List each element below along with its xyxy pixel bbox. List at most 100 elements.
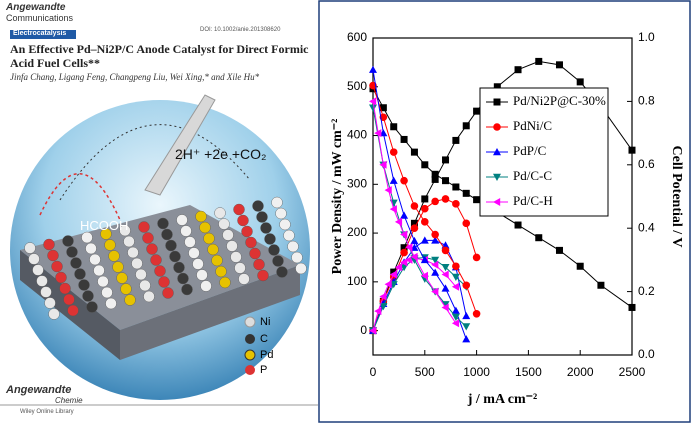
data-point xyxy=(431,236,440,244)
atom xyxy=(219,276,231,289)
atom xyxy=(207,243,219,256)
data-point xyxy=(369,326,377,335)
legend-label: PdNi/C xyxy=(513,118,552,133)
atom xyxy=(55,271,67,284)
data-point xyxy=(384,280,392,289)
data-point xyxy=(514,66,522,74)
atom xyxy=(97,275,109,288)
data-point xyxy=(431,268,440,276)
element-label: Pd xyxy=(260,349,274,361)
atom xyxy=(162,287,174,299)
data-point xyxy=(535,234,543,242)
x-tick-label: 0 xyxy=(370,365,377,379)
atom xyxy=(81,231,93,244)
atom xyxy=(150,254,162,266)
data-point xyxy=(451,273,460,281)
footer-line: Wiley Online Library xyxy=(20,409,74,415)
data-point xyxy=(452,136,460,144)
data-point xyxy=(452,262,460,271)
atom xyxy=(86,301,98,313)
atom xyxy=(100,228,112,240)
data-point xyxy=(400,258,408,267)
x-tick-label: 1000 xyxy=(463,365,490,379)
data-point xyxy=(441,284,450,292)
journal-name: Angewandte xyxy=(6,2,66,13)
data-point xyxy=(384,186,392,195)
data-point xyxy=(441,195,450,203)
footer-subtitle: Chemie xyxy=(55,396,83,405)
data-point xyxy=(379,104,387,112)
data-point xyxy=(472,309,481,318)
data-point xyxy=(441,301,450,309)
atom xyxy=(291,251,303,264)
atom xyxy=(112,261,124,273)
data-point xyxy=(441,264,450,272)
atom xyxy=(264,233,276,245)
atom xyxy=(196,269,208,281)
data-point xyxy=(431,175,439,183)
atom xyxy=(70,257,82,269)
atom xyxy=(161,228,173,241)
atom xyxy=(105,297,117,310)
atom xyxy=(200,280,212,292)
atom xyxy=(138,221,150,233)
data-point xyxy=(514,221,522,229)
topic: Electrocatalysis xyxy=(13,30,67,37)
data-point xyxy=(389,205,397,214)
atom xyxy=(36,275,48,287)
data-point xyxy=(472,253,481,262)
data-point xyxy=(390,123,398,131)
element-label: Ni xyxy=(260,316,271,328)
y-tick-label: 600 xyxy=(347,30,367,44)
atom xyxy=(283,229,295,242)
data-point xyxy=(462,335,471,343)
atom xyxy=(59,282,71,295)
y2-axis-title: Cell Potential / V xyxy=(669,145,684,247)
data-point xyxy=(441,270,449,279)
y2-tick-label: 0.4 xyxy=(638,220,655,234)
atom xyxy=(78,279,90,291)
atom xyxy=(43,238,55,251)
chart: 0 500 1000 1500 2000 2500 0 100 200 300 400 500 600 0… xyxy=(318,0,691,423)
series-line xyxy=(372,69,467,340)
atom xyxy=(245,236,257,249)
atom xyxy=(67,304,79,317)
atom xyxy=(237,214,249,227)
data-point xyxy=(451,313,460,321)
data-point xyxy=(374,307,382,316)
x-tick-label: 2500 xyxy=(619,365,646,379)
data-point xyxy=(389,176,398,184)
atom xyxy=(257,269,269,282)
x-tick-label: 2000 xyxy=(567,365,594,379)
article-title: An Effective Pd–Ni2P/C Anode Catalyst fo… xyxy=(10,42,309,70)
legend-dot xyxy=(244,316,256,328)
atom xyxy=(123,235,135,248)
doi: DOI: 10.1002/anie.201308620 xyxy=(200,27,281,33)
legend-marker xyxy=(493,173,501,181)
data-point xyxy=(421,195,429,203)
data-point xyxy=(369,97,377,106)
data-point xyxy=(597,281,605,289)
atom xyxy=(214,207,226,219)
data-point xyxy=(410,252,418,261)
atom xyxy=(226,240,238,252)
data-point xyxy=(462,122,470,130)
atom xyxy=(135,268,147,281)
atom xyxy=(218,218,230,230)
data-point xyxy=(369,104,377,112)
atom xyxy=(230,251,242,263)
series-line xyxy=(372,256,467,331)
atom xyxy=(253,258,265,271)
atom xyxy=(287,240,299,253)
atom xyxy=(199,221,211,234)
legend-marker xyxy=(493,123,501,131)
data-point xyxy=(431,287,439,296)
atom xyxy=(146,243,158,255)
data-point xyxy=(451,282,460,291)
atom xyxy=(32,264,44,276)
data-point xyxy=(451,306,460,314)
data-point xyxy=(473,107,481,115)
atom xyxy=(85,242,97,255)
y-axis-title: Power Density / mW cm⁻² xyxy=(330,119,345,275)
